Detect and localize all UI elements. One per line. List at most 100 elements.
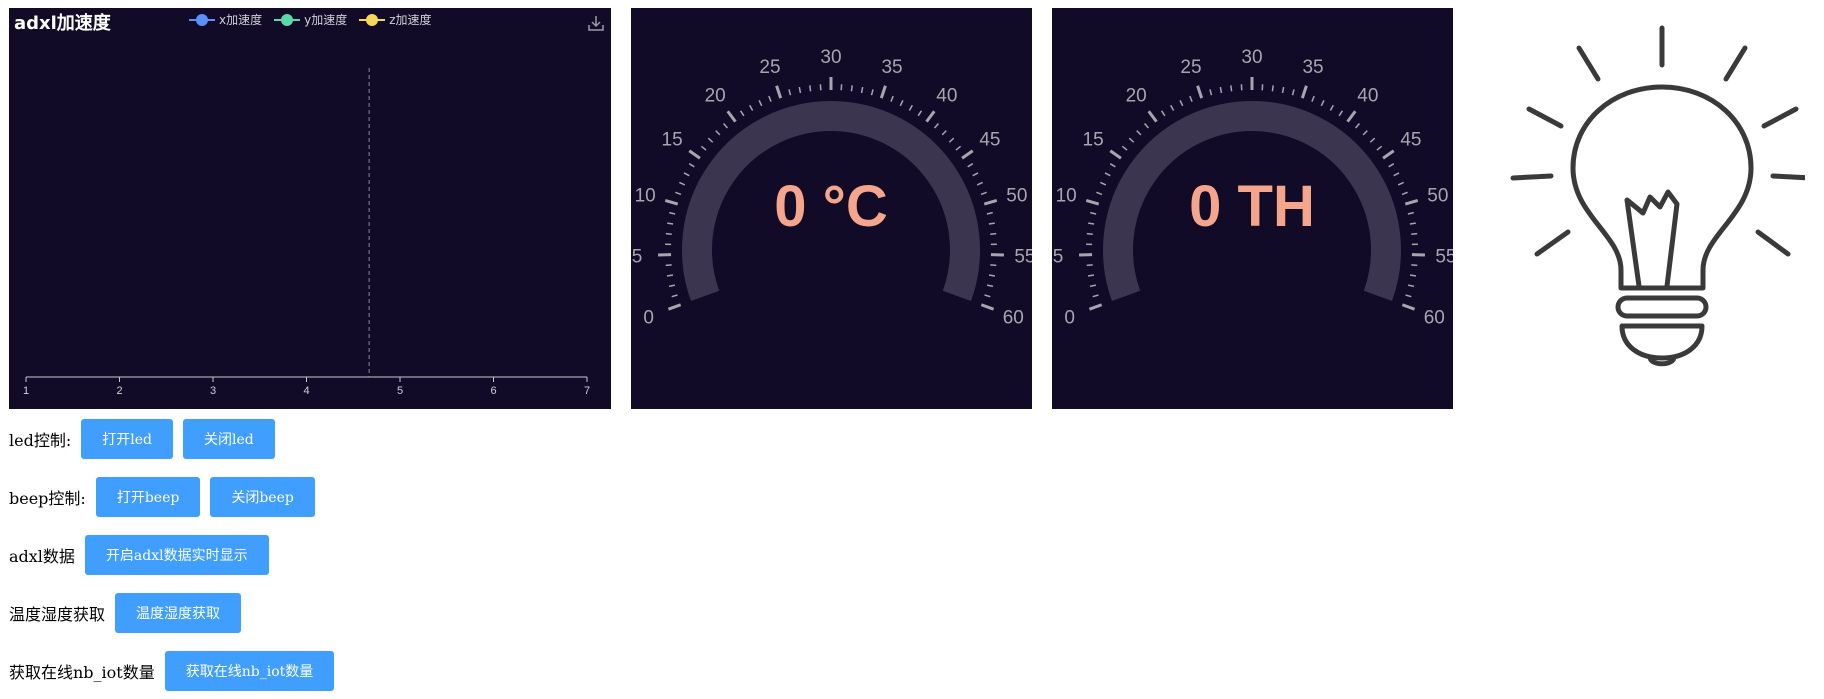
temperature-gauge-tick [983,198,998,206]
temperature-gauge-tick-label: 40 [936,85,957,106]
humidity-gauge-tick [1086,232,1093,235]
temperature-gauge-tick [986,211,993,215]
humidity-gauge-tick [1160,110,1166,117]
temperature-gauge-tick-label: 55 [1014,247,1032,268]
temperature-gauge-panel: 0 5 10 15 20 25 30 35 40 45 50 55 60 0 °C [631,8,1032,409]
temperature-gauge-tick [908,104,913,111]
humidity-gauge-tick [1393,172,1400,177]
humidity-gauge-tick-label: 0 [1064,307,1075,328]
temp-hum-control-row: 温度湿度获取 温度湿度获取 [9,593,251,633]
humidity-gauge-tick [1401,303,1416,311]
humidity-gauge-tick [1300,85,1308,99]
humidity-gauge-tick [1143,122,1150,129]
temperature-gauge-tick-label: 0 [643,307,654,328]
legend-item-x[interactable]: x加速度 [189,11,262,28]
temperature-gauge-tick [715,130,721,136]
humidity-gauge-value: 0 TH [1189,174,1315,239]
legend-item-y[interactable]: y加速度 [274,11,347,28]
temperature-gauge-tick [688,149,701,160]
nbiot-control-label: 获取在线nb_iot数量 [9,663,155,682]
temperature-gauge-tick-label: 45 [979,130,1000,151]
adxl-realtime-button[interactable]: 开启adxl数据实时显示 [84,535,269,575]
temperature-gauge-tick [739,110,745,117]
humidity-gauge-tick [1104,172,1111,177]
temperature-gauge-tick [775,85,783,99]
temperature-gauge-tick [990,264,997,267]
temperature-gauge: 0 5 10 15 20 25 30 35 40 45 50 55 60 0 °C [632,47,1032,328]
humidity-gauge-tick [1087,274,1095,277]
temp-hum-control-label: 温度湿度获取 [9,605,106,624]
humidity-gauge-tick-label: 30 [1241,47,1262,68]
led-off-button[interactable]: 关闭led [182,419,275,459]
humidity-gauge-tick [1369,137,1376,143]
temperature-gauge-tick [726,110,737,123]
humidity-gauge-tick [1085,198,1100,206]
temperature-gauge-tick [933,122,940,129]
humidity-gauge-tick [1090,211,1097,215]
x-tick-label: 1 [23,385,29,397]
humidity-gauge-tick [1291,89,1295,96]
light-bulb-icon [1510,25,1805,367]
temperature-gauge-tick-label: 20 [705,85,726,106]
humidity-gauge-track [1103,101,1401,301]
temperature-gauge-tick [961,149,974,160]
temperature-gauge-tick [925,110,936,123]
humidity-gauge-tick [1397,181,1404,186]
legend-x-marker-icon [189,13,215,26]
humidity-gauge-tick [1311,95,1315,102]
temperature-gauge-tick-label: 60 [1003,307,1024,328]
temperature-gauge-tick [683,172,690,177]
temperature-gauge-tick [700,145,707,151]
temperature-gauge-tick [976,181,983,186]
temperature-gauge-tick [986,284,994,288]
temperature-gauge-tick [668,284,676,288]
line-chart-plot: 1 2 3 4 5 6 7 [23,68,590,397]
temperature-gauge-tick [798,86,802,94]
beep-control-label: beep控制: [9,489,86,508]
humidity-gauge-tick-label: 20 [1126,85,1147,106]
x-tick-label: 7 [584,385,590,397]
legend-z-marker-icon [359,13,386,26]
temperature-gauge-tick [749,104,754,111]
humidity-gauge-tick-label: 25 [1180,57,1201,78]
humidity-gauge-tick [1404,198,1419,206]
humidity-gauge-tick [1088,222,1095,225]
temperature-gauge-track [682,101,980,301]
temperature-gauge-tick [671,294,678,298]
temperature-gauge-tick [955,145,962,151]
humidity-gauge-tick [1388,163,1395,168]
led-on-button[interactable]: 打开led [81,419,173,459]
temperature-gauge-tick [870,89,874,96]
humidity-gauge-tick [1409,274,1417,277]
legend-item-z[interactable]: z加速度 [359,11,432,28]
temperature-gauge-tick [984,294,991,298]
humidity-gauge-tick-label: 55 [1435,247,1453,268]
nbiot-fetch-button[interactable]: 获取在线nb_iot数量 [164,651,335,691]
humidity-gauge-tick [1362,130,1368,136]
humidity-gauge-tick [1088,303,1103,311]
temperature-gauge-tick [667,222,674,225]
temperature-gauge-tick [679,181,686,186]
download-icon[interactable] [587,14,605,32]
humidity-gauge-tick [1407,284,1415,288]
humidity-gauge-tick [1320,100,1325,107]
humidity-gauge-tick [1092,294,1099,298]
temperature-gauge-tick-label: 15 [662,130,683,151]
adxl-chart-panel: adxl加速度 x加速度 y加速度 z加速度 1 2 3 4 5 6 7 [9,8,611,409]
x-tick-label: 3 [210,385,216,397]
humidity-gauge-tick-label: 5 [1053,247,1064,268]
chart-title: adxl加速度 [14,13,111,34]
humidity-gauge-tick [1196,85,1204,99]
beep-on-button[interactable]: 打开beep [95,477,201,517]
humidity-gauge-tick [1281,86,1285,94]
humidity-gauge-tick [1121,145,1128,151]
temperature-gauge-tick [667,303,682,311]
beep-off-button[interactable]: 关闭beep [210,477,315,517]
nbiot-control-row: 获取在线nb_iot数量 获取在线nb_iot数量 [9,651,344,691]
temperature-gauge-tick [980,303,995,311]
humidity-gauge-tick [1089,284,1097,288]
humidity-gauge-tick [1405,294,1412,298]
temp-hum-fetch-button[interactable]: 温度湿度获取 [115,593,242,633]
humidity-gauge-tick-label: 10 [1056,185,1077,206]
temperature-gauge-tick [768,95,772,102]
